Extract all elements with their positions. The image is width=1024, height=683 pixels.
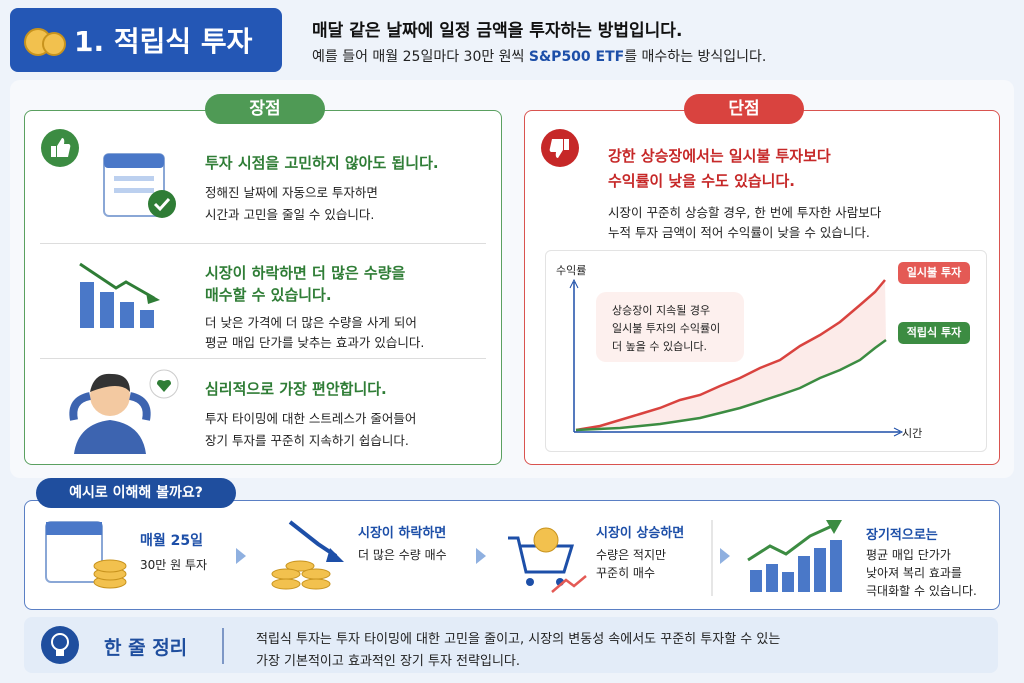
summary-box bbox=[24, 617, 998, 673]
callout-text: 상승장이 지속될 경우 bbox=[612, 304, 711, 317]
desc-prefix: 예를 들어 매월 25일마다 30만 원씩 bbox=[312, 49, 529, 65]
step-body: 낮아져 복리 효과를 bbox=[866, 566, 962, 580]
step-body: 30만 원 투자 bbox=[140, 558, 208, 572]
pro-title: 시장이 하락하면 더 많은 수량을 bbox=[205, 264, 406, 282]
step-title: 시장이 상승하면 bbox=[596, 526, 685, 541]
y-axis-label: 수익률 bbox=[556, 264, 587, 277]
dca-line bbox=[575, 338, 887, 432]
callout-text: 더 높을 수 있습니다. bbox=[612, 340, 707, 353]
step-body: 수량은 적지만 bbox=[596, 548, 667, 562]
step-body: 꾸준히 매수 bbox=[596, 566, 656, 580]
description: 예를 들어 매월 25일마다 30만 원씩 S&P500 ETF를 매수하는 방… bbox=[312, 46, 766, 66]
summary-text: 적립식 투자는 투자 타이밍에 대한 고민을 줄이고, 시장의 변동성 속에서도… bbox=[256, 632, 781, 647]
con-body: 시장이 꾸준히 상승할 경우, 한 번에 투자한 사람보다 bbox=[608, 205, 882, 220]
pro-body: 정해진 날짜에 자동으로 투자하면 bbox=[205, 185, 378, 200]
series-label: 일시불 투자 bbox=[898, 262, 970, 284]
coin-icon bbox=[24, 28, 66, 56]
divider bbox=[40, 243, 486, 244]
relaxed-person-icon bbox=[69, 369, 179, 454]
con-title: 강한 상승장에서는 일시불 투자보다 bbox=[608, 147, 831, 165]
pro-body: 더 낮은 가격에 더 많은 수량을 사게 되어 bbox=[205, 315, 417, 330]
divider bbox=[40, 358, 486, 359]
con-title: 수익률이 낮을 수도 있습니다. bbox=[608, 172, 795, 190]
step-body: 평균 매입 단가가 bbox=[866, 548, 951, 562]
lump-sum-line bbox=[575, 279, 886, 432]
pro-body: 평균 매입 단가를 낮추는 효과가 있습니다. bbox=[205, 335, 425, 350]
axis-arrows bbox=[569, 278, 904, 437]
pro-title: 심리적으로 가장 편안합니다. bbox=[205, 380, 387, 398]
pro-title: 매수할 수 있습니다. bbox=[205, 286, 332, 304]
desc-suffix: 를 매수하는 방식입니다. bbox=[624, 49, 767, 65]
falling-bars-icon bbox=[79, 262, 160, 328]
cons-label: 단점 bbox=[684, 94, 804, 124]
step-body: 더 많은 수량 매수 bbox=[358, 548, 447, 562]
step-title: 장기적으로는 bbox=[866, 528, 938, 543]
title: 1. 적립식 투자 bbox=[74, 25, 253, 58]
step-title: 시장이 하락하면 bbox=[358, 526, 447, 541]
summary-divider bbox=[222, 628, 224, 664]
step-title: 매월 25일 bbox=[140, 533, 203, 549]
pros-label: 장점 bbox=[205, 94, 325, 124]
step-body: 극대화할 수 있습니다. bbox=[866, 584, 977, 598]
example-label: 예시로 이해해 볼까요? bbox=[36, 478, 236, 508]
thumbs-up-icon bbox=[41, 129, 79, 167]
pro-body: 장기 투자를 꾸준히 지속하기 쉽습니다. bbox=[205, 433, 409, 448]
callout-text: 일시불 투자의 수익률이 bbox=[612, 322, 721, 335]
pro-title: 투자 시점을 고민하지 않아도 됩니다. bbox=[205, 154, 439, 172]
pro-body: 시간과 고민을 줄일 수 있습니다. bbox=[205, 207, 375, 222]
thumbs-down-icon bbox=[541, 129, 579, 167]
pro-body: 투자 타이밍에 대한 스트레스가 줄어들어 bbox=[205, 411, 417, 426]
headline: 매달 같은 날짜에 일정 금액을 투자하는 방법입니다. bbox=[312, 21, 683, 41]
calendar-icon bbox=[103, 153, 176, 218]
lightbulb-icon bbox=[41, 626, 79, 664]
callout bbox=[596, 292, 744, 362]
series-label: 적립식 투자 bbox=[898, 322, 970, 344]
gap-area bbox=[576, 280, 886, 430]
x-axis-label: 시간 bbox=[902, 427, 923, 440]
summary-text: 가장 기본적이고 효과적인 장기 투자 전략입니다. bbox=[256, 654, 520, 669]
summary-label: 한 줄 정리 bbox=[104, 637, 188, 659]
desc-highlight: S&P500 ETF bbox=[528, 49, 625, 65]
con-body: 누적 투자 금액이 적어 수익률이 낮을 수 있습니다. bbox=[608, 225, 870, 240]
